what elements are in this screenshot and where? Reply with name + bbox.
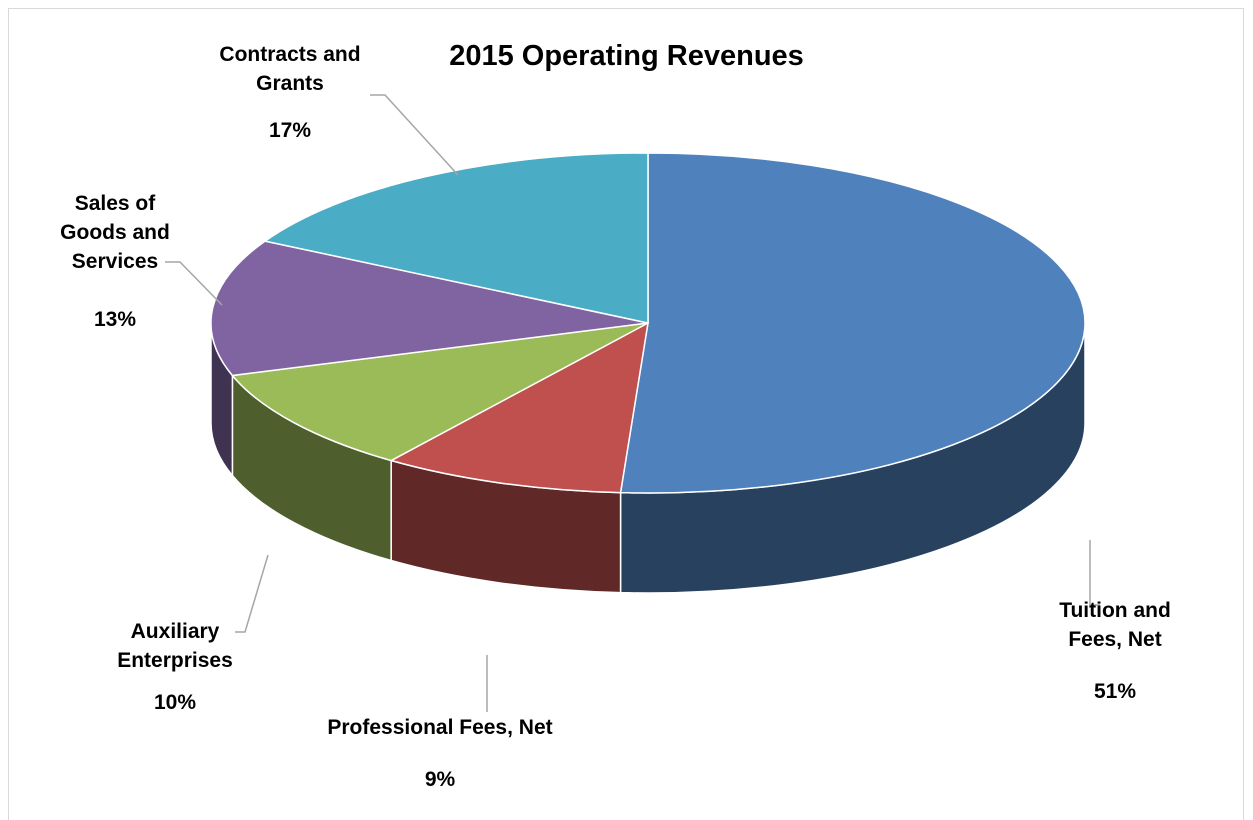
category-label: Professional Fees, Net	[327, 716, 553, 739]
leader-line	[370, 94, 459, 176]
value-label: 10%	[153, 691, 197, 714]
category-label: Auxiliary Enterprises	[117, 620, 233, 672]
category-label: Sales of Goods and Services	[60, 192, 170, 273]
leader-line	[235, 554, 269, 633]
value-label: 51%	[1093, 680, 1137, 703]
category-label: Tuition and Fees, Net	[1059, 599, 1171, 651]
value-label: 9%	[424, 768, 456, 791]
chart-frame	[8, 8, 1244, 820]
pie-slice	[210, 240, 649, 377]
leader-line	[165, 261, 223, 306]
pie-slice	[230, 322, 649, 462]
leader-line	[1089, 540, 1100, 606]
chart-title: 2015 Operating Revenues	[449, 40, 804, 72]
pie-slice	[389, 321, 649, 494]
pie-slice	[619, 152, 1086, 494]
category-label: Contracts and Grants	[219, 43, 361, 95]
value-label: 13%	[93, 308, 137, 331]
value-label: 17%	[268, 119, 312, 142]
pie-slice	[263, 152, 649, 324]
